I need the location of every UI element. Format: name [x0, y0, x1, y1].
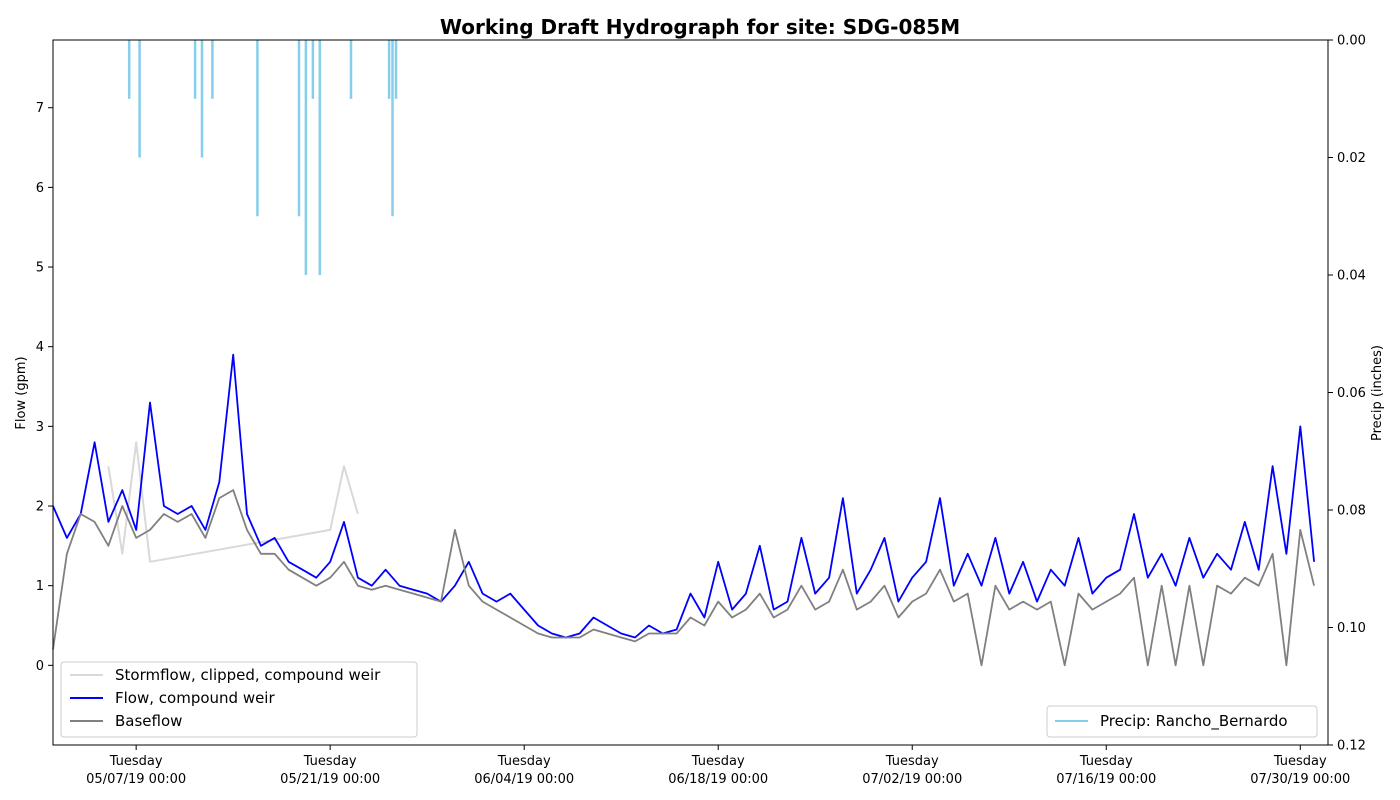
legend-right: Precip: Rancho_Bernardo	[1046, 705, 1318, 738]
x-tick-label-day: Tuesday	[109, 754, 163, 769]
x-tick-label-date: 06/18/19 00:00	[668, 772, 768, 787]
x-tick-label-day: Tuesday	[497, 754, 551, 769]
x-tick-label-day: Tuesday	[885, 754, 939, 769]
y-axis-label-right: Precip (inches)	[1370, 345, 1385, 441]
chart-title: Working Draft Hydrograph for site: SDG-0…	[440, 15, 960, 39]
y-tick-label-left: 2	[36, 500, 44, 515]
y-tick-label-left: 5	[36, 261, 44, 276]
plot-area	[52, 40, 1315, 667]
legend-precip-label: Precip: Rancho_Bernardo	[1100, 712, 1288, 731]
y-tick-label-right: 0.04	[1337, 269, 1366, 284]
x-tick-label-date: 05/21/19 00:00	[280, 772, 380, 787]
y-tick-label-left: 3	[36, 420, 44, 435]
y-tick-label-left: 1	[36, 579, 44, 594]
y-axis-label-left: Flow (gpm)	[14, 356, 29, 429]
legend-left-box	[60, 661, 418, 738]
axes: 0 1 2 3 4 5 6 7 0.00 0.02 0.04 0.06 0.08 0.10 0.12 Tues…	[36, 34, 1366, 788]
series-flow-compound-weir	[52, 353, 1315, 639]
series-baseflow	[52, 489, 1315, 667]
y-tick-label-right: 0.12	[1337, 739, 1366, 754]
y-tick-label-right: 0.08	[1337, 504, 1366, 519]
legend-baseflow-label: Baseflow	[115, 712, 182, 730]
series-stormflow-clipped-compound-weir	[107, 441, 359, 563]
y-tick-label-right: 0.10	[1337, 621, 1366, 636]
legend-stormflow-label: Stormflow, clipped, compound weir	[115, 666, 381, 684]
y-tick-label-left: 0	[36, 659, 44, 674]
y-tick-label-left: 4	[36, 340, 44, 355]
y-tick-label-right: 0.06	[1337, 386, 1366, 401]
y-tick-label-left: 6	[36, 181, 44, 196]
plot-frame	[52, 39, 1329, 746]
y-tick-label-right: 0.02	[1337, 151, 1366, 166]
x-tick-label-date: 05/07/19 00:00	[86, 772, 186, 787]
x-tick-label-date: 07/16/19 00:00	[1056, 772, 1156, 787]
x-tick-label-day: Tuesday	[691, 754, 745, 769]
x-tick-label-date: 07/30/19 00:00	[1250, 772, 1350, 787]
legend-flow-label: Flow, compound weir	[115, 689, 275, 707]
x-tick-label-day: Tuesday	[1273, 754, 1327, 769]
x-tick-label-date: 06/04/19 00:00	[474, 772, 574, 787]
legend-right-box	[1046, 705, 1318, 738]
x-tick-label-date: 07/02/19 00:00	[862, 772, 962, 787]
legend-left: Stormflow, clipped, compound weir Flow, …	[60, 661, 418, 738]
x-tick-label-day: Tuesday	[303, 754, 357, 769]
y-tick-label-right: 0.00	[1337, 34, 1366, 49]
x-tick-label-day: Tuesday	[1079, 754, 1133, 769]
y-tick-label-left: 7	[36, 101, 44, 116]
